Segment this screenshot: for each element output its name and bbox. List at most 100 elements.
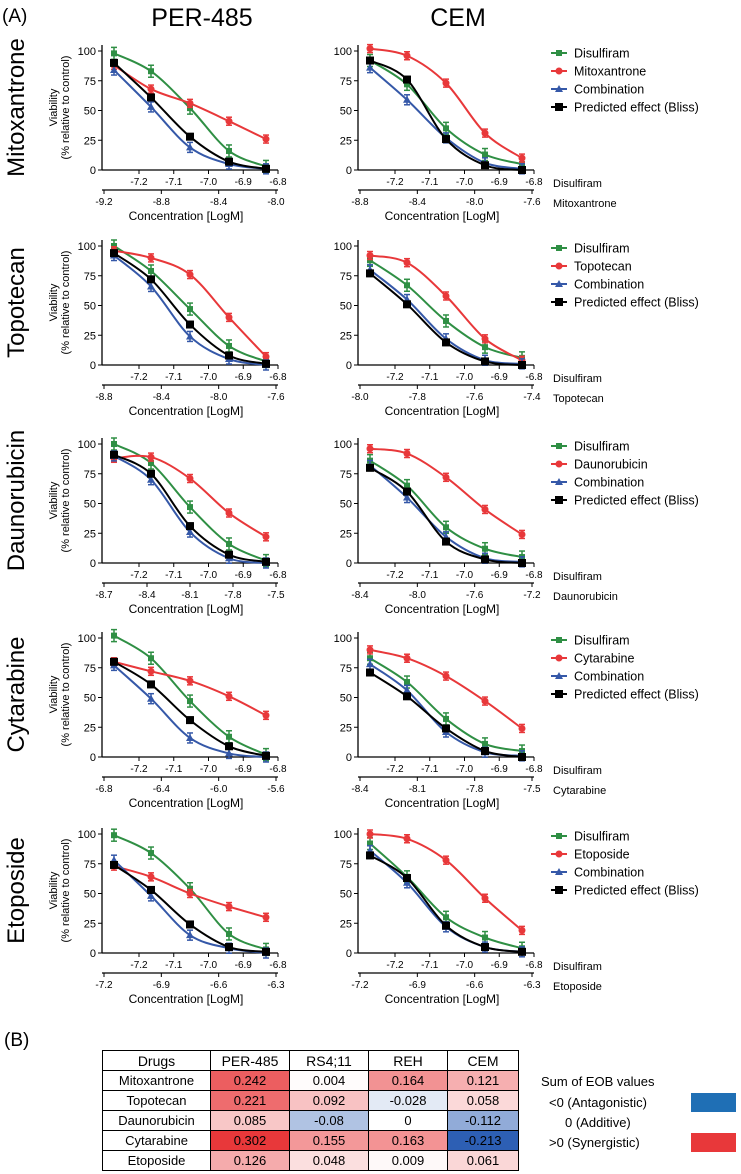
x2-tick-label: -7.5 — [267, 590, 285, 601]
x2-tick-label: -7.2 — [351, 980, 369, 991]
x-tick-label: -7.2 — [130, 570, 148, 581]
data-point — [186, 920, 194, 929]
table-value-cell: 0.058 — [447, 1090, 519, 1111]
data-point — [442, 473, 450, 481]
legend-marker — [556, 637, 562, 643]
y-tick-label: 50 — [340, 693, 352, 705]
data-point — [186, 528, 194, 536]
data-point — [518, 947, 526, 956]
x-axis-label: Concentration [LogM] — [129, 602, 244, 616]
eob-legend-title: Sum of EOB values — [541, 1074, 655, 1089]
y-tick-label: 25 — [84, 330, 96, 342]
y-tick-label: 100 — [78, 439, 96, 451]
x-tick-label: -6.9 — [235, 570, 253, 581]
data-point — [148, 68, 154, 75]
data-point — [366, 660, 374, 668]
x2-tick-label: -6.9 — [153, 980, 171, 991]
data-point — [403, 450, 411, 458]
table-value-cell: 0.061 — [447, 1150, 519, 1171]
data-point — [225, 749, 233, 757]
x2-tick-label: -6.3 — [267, 980, 285, 991]
data-point — [404, 81, 410, 88]
x2-tick-label: -7.6 — [267, 392, 285, 403]
data-point — [226, 930, 232, 937]
legend-label: Predicted effect (Bliss) — [574, 884, 699, 898]
data-point — [404, 482, 410, 489]
y-tick-label: 50 — [340, 106, 352, 118]
y-axis-label: Viability — [48, 675, 60, 713]
axis2-name: Cytarabine — [553, 785, 606, 797]
data-point — [111, 50, 117, 57]
y-axis-label: Viability — [48, 88, 60, 126]
data-point — [403, 835, 411, 843]
x-tick-label: -7.1 — [165, 372, 183, 383]
data-point — [262, 947, 270, 956]
data-point — [481, 747, 489, 756]
legend-marker — [555, 103, 563, 111]
row-title: Topotecan — [3, 247, 30, 358]
legend-marker — [555, 654, 563, 662]
antagonistic-swatch — [691, 1093, 736, 1112]
x-tick-label: -7.2 — [386, 177, 404, 188]
legend-label: Combination — [574, 83, 644, 97]
column-title-per485: PER-485 — [151, 4, 253, 32]
table-row: Mitoxantrone 0.242 0.004 0.164 0.121 — [102, 1070, 519, 1091]
chart-cem-topotecan: 0 25 50 75 100 -7.2 -7.1 -7.0 -6.9 -6.8 -8.0 -7.8 -7… — [334, 240, 699, 418]
x-tick-label: -7.1 — [165, 570, 183, 581]
y-tick-label: 100 — [334, 439, 352, 451]
x2-tick-label: -8.4 — [409, 197, 427, 208]
data-point — [147, 891, 155, 899]
data-point — [148, 267, 154, 274]
series-line-predicted-effect-bliss- — [369, 466, 523, 564]
data-point — [147, 254, 155, 262]
y-tick-label: 50 — [84, 889, 96, 901]
x-tick-label: -6.8 — [525, 570, 543, 581]
data-point — [442, 292, 450, 300]
data-point — [403, 487, 411, 496]
data-point — [147, 102, 155, 110]
data-point — [442, 537, 450, 546]
x-tick-label: -7.1 — [421, 570, 439, 581]
data-point — [518, 361, 526, 369]
legend-marker — [556, 833, 562, 839]
data-point — [111, 441, 117, 447]
data-point — [111, 632, 117, 639]
legend-label: Predicted effect (Bliss) — [574, 688, 699, 702]
y-tick-label: 25 — [340, 528, 352, 540]
data-point — [443, 914, 449, 921]
y-tick-label: 100 — [78, 46, 96, 58]
data-point — [518, 166, 526, 174]
y-tick-label: 0 — [346, 752, 352, 764]
legend-marker — [555, 886, 563, 894]
chart-per485-mitoxantrone: 0 25 50 75 100 -7.2 -7.1 -7.0 -6.9 -6.8 -9.2 -8.8 -8… — [3, 38, 287, 223]
legend-marker — [556, 443, 562, 449]
table-value-cell: -0.028 — [368, 1090, 448, 1111]
legend-label: Disulfiram — [574, 634, 630, 648]
data-point — [518, 530, 526, 538]
data-point — [186, 733, 194, 741]
data-point — [111, 832, 117, 839]
legend-marker — [555, 262, 563, 270]
data-point — [262, 135, 270, 143]
chart-per485-etoposide: 0 25 50 75 100 -7.2 -7.1 -7.0 -6.9 -6.8 -7.2 -6.9 -6… — [3, 828, 287, 1006]
data-point — [366, 63, 374, 71]
x2-tick-label: -7.8 — [224, 590, 242, 601]
x2-tick-label: -7.2 — [523, 590, 541, 601]
x-tick-label: -7.1 — [421, 960, 439, 971]
legend-label: Combination — [574, 278, 644, 292]
table-value-cell: 0.155 — [289, 1130, 369, 1151]
data-point — [262, 359, 270, 368]
y-tick-label: 75 — [84, 271, 96, 283]
data-point — [186, 522, 194, 531]
data-point — [147, 469, 155, 478]
x-tick-label: -7.1 — [421, 764, 439, 775]
panel-b-label: (B) — [4, 1030, 30, 1051]
data-point — [186, 99, 194, 107]
panel-a-label: (A) — [2, 6, 28, 27]
y-tick-label: 50 — [340, 499, 352, 511]
x-tick-label: -7.0 — [456, 177, 474, 188]
data-point — [110, 58, 118, 67]
x2-tick-label: -8.0 — [267, 197, 285, 208]
data-point — [187, 105, 193, 112]
x-tick-label: -7.2 — [386, 570, 404, 581]
